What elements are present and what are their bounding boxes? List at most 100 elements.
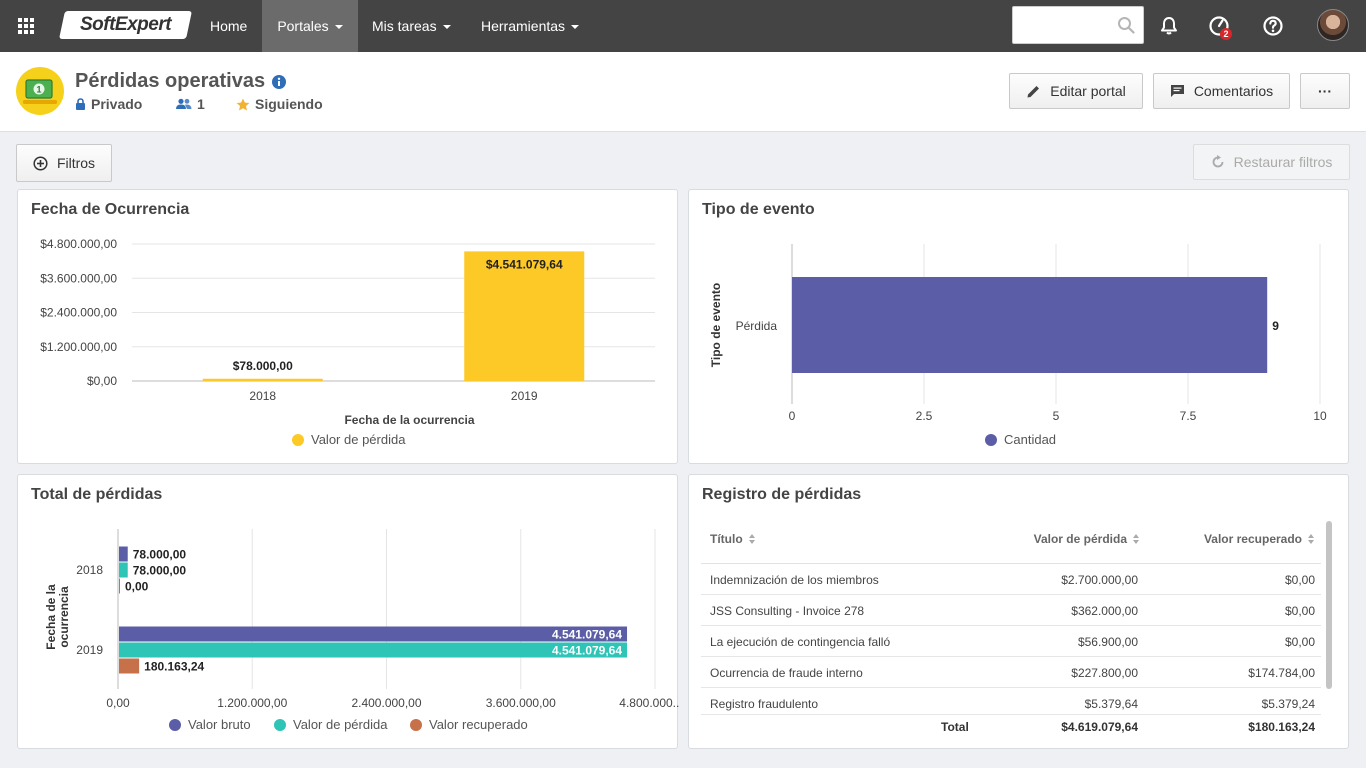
table-row[interactable]: Indemnización de los miembros $2.700.000… (701, 564, 1321, 595)
bar (119, 578, 120, 594)
bar (119, 546, 128, 562)
table-row[interactable]: La ejecución de contingencia falló $56.9… (701, 626, 1321, 657)
y-axis-label-line-2: ocurrencia (57, 586, 71, 648)
y-axis-label: Tipo de evento (709, 283, 723, 367)
money-portal-icon: 1 (16, 67, 64, 115)
bar (792, 277, 1268, 373)
bar (119, 642, 628, 658)
x-axis-label: Fecha de la ocurrencia (344, 413, 474, 427)
plus-circle-icon (33, 155, 48, 171)
top-navigation-bar: SoftExpert Home Portales Mis tareas Herr… (0, 0, 1366, 52)
sort-icon (748, 534, 756, 544)
chevron-down-icon (442, 25, 451, 29)
column-titulo[interactable]: Título (710, 532, 756, 546)
help-question-icon[interactable] (1259, 12, 1287, 40)
privacy-label: Privado (91, 96, 143, 112)
x-tick-label: 7.5 (1180, 409, 1197, 423)
edit-portal-label: Editar portal (1050, 83, 1126, 99)
panel-title: Fecha de Ocurrencia (31, 201, 190, 218)
fecha-ocurrencia-panel: Fecha de Ocurrencia $0,00 $1.200.000,00 $2… (17, 189, 678, 464)
registro-perdidas-panel: Registro de pérdidas Título Valor de pér… (688, 474, 1349, 749)
following-label: Siguiendo (255, 96, 323, 112)
cell-valor-perdida: $5.379,64 (1084, 697, 1138, 711)
bar (119, 658, 140, 674)
x-tick-label: 2.5 (916, 409, 933, 423)
table-header: Título Valor de pérdida Valor recuperado (701, 514, 1321, 564)
nav-herramientas[interactable]: Herramientas (481, 0, 580, 52)
edit-portal-button[interactable]: Editar portal (1009, 73, 1143, 109)
x-tick-label: 3.600.000,00 (486, 696, 556, 710)
cell-titulo: Ocurrencia de fraude interno (710, 666, 863, 680)
following-status[interactable]: Siguiendo (236, 96, 323, 112)
cell-valor-recuperado: $174.784,00 (1248, 666, 1315, 680)
nav-mis-tareas-label: Mis tareas (372, 18, 437, 34)
column-valor-perdida[interactable]: Valor de pérdida (1034, 532, 1140, 546)
more-options-button[interactable]: ··· (1300, 73, 1350, 109)
panel-title: Total de pérdidas (31, 486, 163, 503)
search-icon[interactable] (1117, 16, 1135, 39)
lock-icon (76, 98, 85, 110)
x-tick-label: 10 (1313, 409, 1327, 423)
nav-mis-tareas[interactable]: Mis tareas (372, 0, 451, 52)
comments-button[interactable]: Comentarios (1153, 73, 1290, 109)
cell-titulo: Indemnización de los miembros (710, 573, 879, 587)
y-tick-label: $2.400.000,00 (40, 306, 117, 320)
total-perdidas-chart: 0,00 1.200.000,00 2.400.000,00 3.600.000,00… (44, 529, 679, 732)
total-perdidas-panel: Total de pérdidas 0,00 1.200.000,00 2.400.… (17, 474, 679, 749)
notifications-bell-icon[interactable] (1155, 12, 1183, 40)
x-tick-label: 0 (789, 409, 796, 423)
table-row[interactable]: JSS Consulting - Invoice 278 $362.000,00… (701, 595, 1321, 626)
sort-icon (1308, 534, 1315, 544)
total-label: Total (941, 720, 969, 734)
cell-valor-perdida: $362.000,00 (1071, 604, 1138, 618)
filters-label: Filtros (56, 155, 96, 171)
x-tick-label: 2.400.000,00 (351, 696, 421, 710)
user-avatar[interactable] (1317, 9, 1349, 41)
cell-valor-recuperado: $0,00 (1284, 573, 1315, 587)
legend-label: Cantidad (1004, 432, 1056, 447)
nav-portales[interactable]: Portales (262, 0, 358, 52)
performance-gauge-icon[interactable]: 2 (1205, 12, 1233, 40)
members-count[interactable]: 1 (176, 96, 205, 112)
total-valor-recuperado: $180.163,24 (1248, 720, 1315, 734)
column-label: Valor de pérdida (1033, 532, 1127, 546)
nav-home[interactable]: Home (196, 0, 261, 52)
data-label: 78.000,00 (133, 548, 187, 562)
total-valor-perdida: $4.619.079,64 (1061, 720, 1138, 734)
x-tick-label: 1.200.000,00 (217, 696, 287, 710)
table-row[interactable]: Registro fraudulento $5.379,64 $5.379,24 (701, 688, 1321, 715)
y-tick-label: Pérdida (736, 319, 778, 333)
legend-marker (292, 434, 304, 446)
data-label: $78.000,00 (233, 359, 293, 373)
fecha-ocurrencia-chart: $0,00 $1.200.000,00 $2.400.000,00 $3.600.00… (40, 237, 655, 447)
cell-valor-perdida: $227.800,00 (1071, 666, 1138, 680)
y-axis-label-line-1: Fecha de la (44, 584, 58, 650)
data-label: 180.163,24 (144, 660, 204, 674)
table-scrollbar[interactable] (1326, 521, 1332, 689)
cell-titulo: La ejecución de contingencia falló (710, 635, 891, 649)
chevron-down-icon (571, 25, 580, 29)
softexpert-logo[interactable]: SoftExpert (59, 11, 192, 39)
tipo-evento-panel: Tipo de evento 0 2.5 5 7.5 10 9 Pérdida Tipo de… (688, 189, 1349, 464)
bar (202, 378, 323, 381)
legend-label: Valor bruto (188, 717, 251, 732)
pencil-icon (1027, 85, 1040, 97)
star-icon (236, 98, 250, 110)
table-row[interactable]: Ocurrencia de fraude interno $227.800,00… (701, 657, 1321, 688)
nav-herramientas-label: Herramientas (481, 18, 566, 34)
cell-valor-recuperado: $5.379,24 (1261, 697, 1315, 711)
apps-grid-icon[interactable] (10, 10, 42, 42)
privacy-status: Privado (75, 96, 142, 112)
search-box (1012, 6, 1144, 44)
filters-button[interactable]: Filtros (16, 144, 112, 182)
y-tick-label: $4.800.000,00 (40, 237, 117, 251)
column-valor-recuperado[interactable]: Valor recuperado (1204, 532, 1315, 546)
cell-titulo: Registro fraudulento (710, 697, 819, 711)
search-input[interactable] (1013, 7, 1113, 43)
restore-filters-button[interactable]: Restaurar filtros (1193, 144, 1350, 180)
info-icon[interactable] (272, 75, 286, 94)
svg-text:1: 1 (36, 85, 41, 95)
legend-label: Valor de pérdida (311, 432, 406, 447)
nav-home-label: Home (210, 18, 248, 34)
panel-title: Tipo de evento (702, 201, 815, 218)
